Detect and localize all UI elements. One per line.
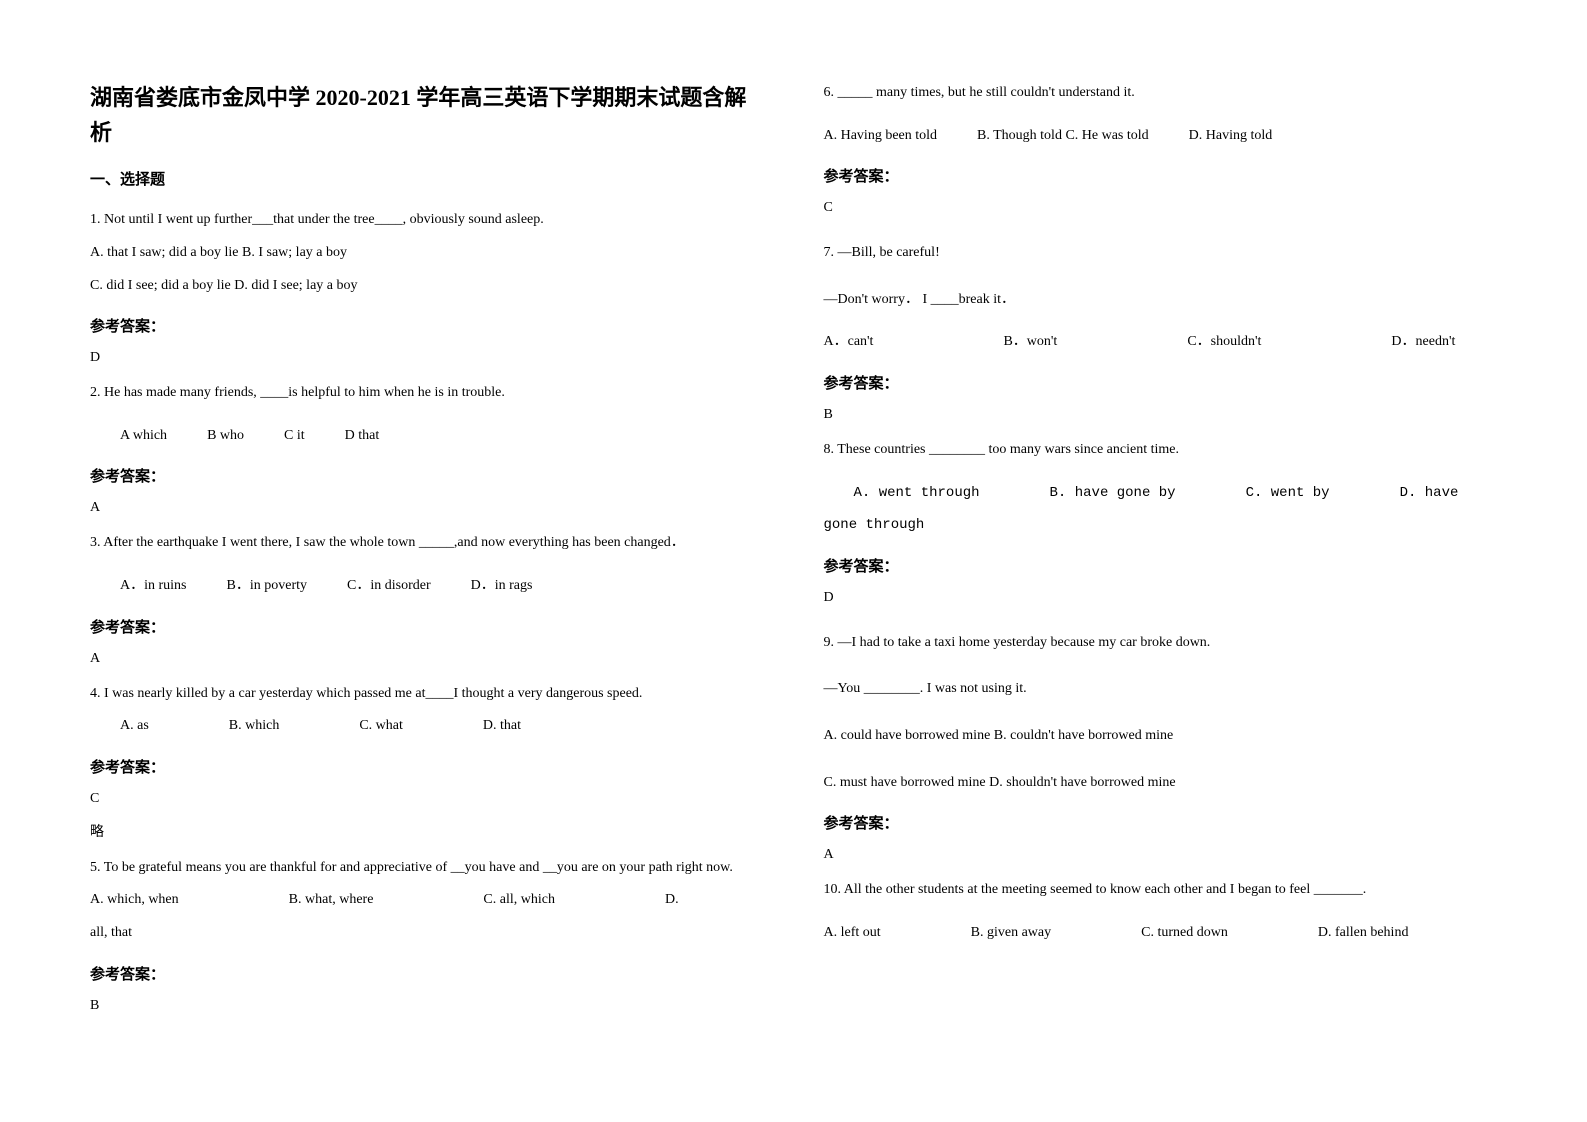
q3-text: 3. After the earthquake I went there, I … bbox=[90, 530, 764, 557]
q10-options: A. left out B. given away C. turned down… bbox=[824, 920, 1498, 947]
q2-optC: C it bbox=[284, 423, 305, 450]
q8-options: A. went through B. have gone by C. went … bbox=[824, 480, 1498, 507]
q8-optA: A. went through bbox=[854, 480, 980, 507]
q10-text: 10. All the other students at the meetin… bbox=[824, 877, 1498, 904]
q5-ans: B bbox=[90, 998, 764, 1014]
q5-optC: C. all, which bbox=[483, 887, 555, 914]
q4-optA: A. as bbox=[120, 713, 149, 740]
q5-options: A. which, when B. what, where C. all, wh… bbox=[90, 887, 764, 914]
q3-ans-label: 参考答案： bbox=[90, 616, 764, 637]
q1-optA: A. that I saw; did a boy lie B. I saw; l… bbox=[90, 240, 764, 267]
q4-ans-label: 参考答案： bbox=[90, 756, 764, 777]
page-title: 湖南省娄底市金凤中学 2020-2021 学年高三英语下学期期末试题含解析 bbox=[90, 80, 764, 150]
q8-optC: C. went by bbox=[1246, 480, 1330, 507]
q8-optD2: gone through bbox=[824, 512, 1498, 539]
q7-optB: B．won't bbox=[1003, 329, 1057, 356]
q4-optB: B. which bbox=[229, 713, 280, 740]
q1-text: 1. Not until I went up further___that un… bbox=[90, 207, 764, 234]
q6-text: 6. _____ many times, but he still couldn… bbox=[824, 80, 1498, 107]
q10-optB: B. given away bbox=[971, 920, 1051, 947]
q4-options: A. as B. which C. what D. that bbox=[90, 713, 764, 740]
q6-optA: A. Having been told bbox=[824, 123, 938, 150]
right-column: 6. _____ many times, but he still couldn… bbox=[824, 80, 1498, 1082]
q3-optD: D．in rags bbox=[471, 573, 533, 600]
q10-optA: A. left out bbox=[824, 920, 881, 947]
q9-optCD: C. must have borrowed mine D. shouldn't … bbox=[824, 770, 1498, 797]
section-header: 一、选择题 bbox=[90, 168, 764, 189]
q4-optD: D. that bbox=[483, 713, 521, 740]
q9-ans-label: 参考答案： bbox=[824, 812, 1498, 833]
q3-options: A．in ruins B．in poverty C．in disorder D．… bbox=[90, 573, 764, 600]
q8-ans: D bbox=[824, 590, 1498, 606]
q1-optC: C. did I see; did a boy lie D. did I see… bbox=[90, 273, 764, 300]
q3-optB: B．in poverty bbox=[227, 573, 308, 600]
q2-optA: A which bbox=[120, 423, 167, 450]
q9-text1: 9. —I had to take a taxi home yesterday … bbox=[824, 630, 1498, 657]
q1-ans: D bbox=[90, 350, 764, 366]
q7-ans: B bbox=[824, 407, 1498, 423]
q8-text: 8. These countries ________ too many war… bbox=[824, 437, 1498, 464]
q3-ans: A bbox=[90, 651, 764, 667]
q5-optB: B. what, where bbox=[289, 887, 374, 914]
q9-optAB: A. could have borrowed mine B. couldn't … bbox=[824, 723, 1498, 750]
q9-text2: —You ________. I was not using it. bbox=[824, 676, 1498, 703]
q7-optD: D．needn't bbox=[1391, 329, 1455, 356]
q5-optA: A. which, when bbox=[90, 887, 179, 914]
q6-ans: C bbox=[824, 200, 1498, 216]
q7-text2: —Don't worry． I ____break it． bbox=[824, 287, 1498, 314]
q8-ans-label: 参考答案： bbox=[824, 555, 1498, 576]
q6-ans-label: 参考答案： bbox=[824, 165, 1498, 186]
q5-optD2: all, that bbox=[90, 920, 764, 947]
q8-optD: D. have bbox=[1400, 480, 1459, 507]
q7-optA: A．can't bbox=[824, 329, 874, 356]
q4-optC: C. what bbox=[359, 713, 403, 740]
q3-optC: C．in disorder bbox=[347, 573, 431, 600]
q9-ans: A bbox=[824, 847, 1498, 863]
q7-ans-label: 参考答案： bbox=[824, 372, 1498, 393]
q4-ans: C bbox=[90, 791, 764, 807]
q2-optB: B who bbox=[207, 423, 244, 450]
q2-ans-label: 参考答案： bbox=[90, 465, 764, 486]
q8-optB: B. have gone by bbox=[1050, 480, 1176, 507]
q5-optD: D. bbox=[665, 887, 679, 914]
left-column: 湖南省娄底市金凤中学 2020-2021 学年高三英语下学期期末试题含解析 一、… bbox=[90, 80, 764, 1082]
q6-options: A. Having been told B. Though told C. He… bbox=[824, 123, 1498, 150]
q10-optD: D. fallen behind bbox=[1318, 920, 1409, 947]
q7-text1: 7. —Bill, be careful! bbox=[824, 240, 1498, 267]
q2-options: A which B who C it D that bbox=[90, 423, 764, 450]
q10-optC: C. turned down bbox=[1141, 920, 1228, 947]
q5-text: 5. To be grateful means you are thankful… bbox=[90, 855, 764, 882]
q4-note: 略 bbox=[90, 821, 764, 841]
q2-optD: D that bbox=[345, 423, 380, 450]
q6-optB: B. Though told C. He was told bbox=[977, 123, 1149, 150]
q2-ans: A bbox=[90, 500, 764, 516]
q3-optA: A．in ruins bbox=[120, 573, 187, 600]
q7-optC: C．shouldn't bbox=[1187, 329, 1261, 356]
q6-optD: D. Having told bbox=[1189, 123, 1273, 150]
q2-text: 2. He has made many friends, ____is help… bbox=[90, 380, 764, 407]
q1-ans-label: 参考答案： bbox=[90, 315, 764, 336]
q7-options: A．can't B．won't C．shouldn't D．needn't bbox=[824, 329, 1498, 356]
q5-ans-label: 参考答案： bbox=[90, 963, 764, 984]
q4-text: 4. I was nearly killed by a car yesterda… bbox=[90, 681, 764, 708]
